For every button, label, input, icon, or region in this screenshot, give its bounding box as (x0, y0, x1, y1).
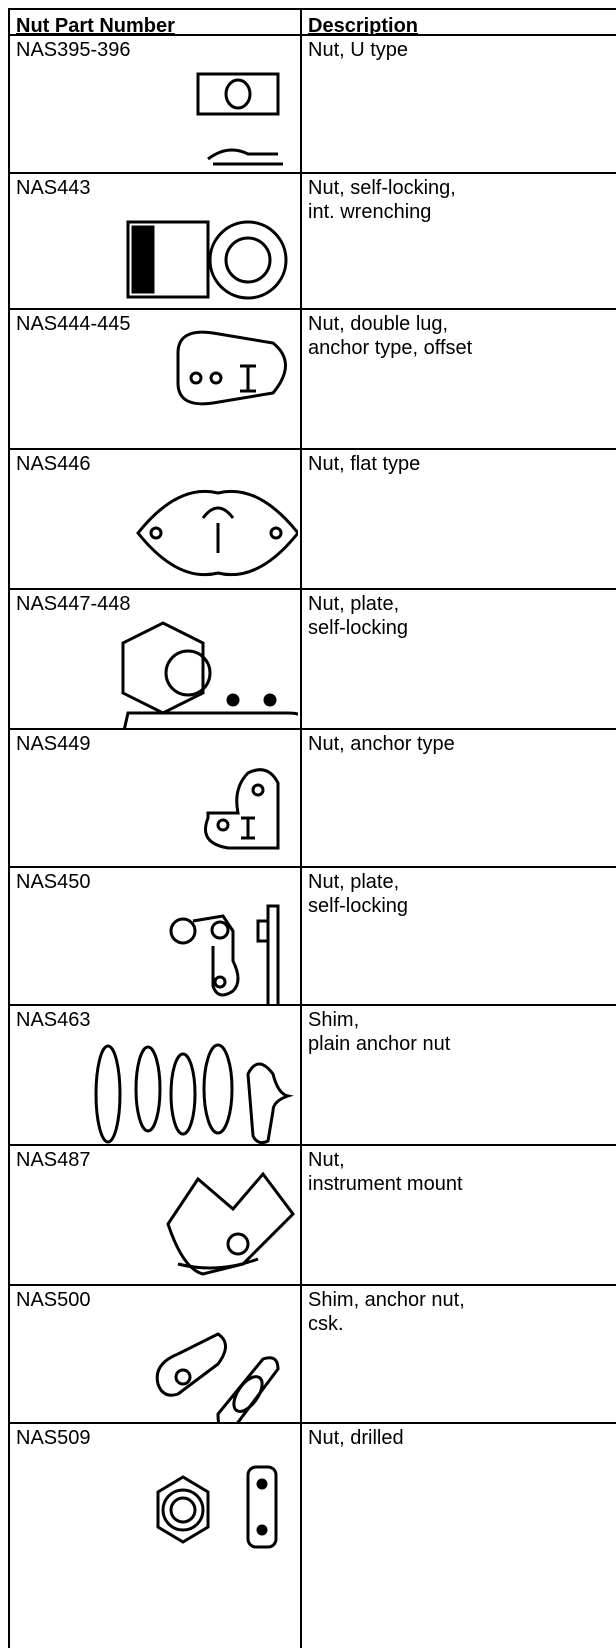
description-line: Nut, U type (308, 39, 409, 61)
part-illustration (196, 72, 283, 166)
description-line: Nut, self-locking, (308, 177, 456, 199)
description-line: Nut, (308, 1149, 345, 1171)
part-number: NAS447-448 (16, 593, 131, 615)
description-line: Nut, drilled (308, 1427, 404, 1449)
part-number-cell: NAS447-448 (8, 588, 300, 728)
part-number-cell: NAS500 (8, 1284, 300, 1422)
part-number: NAS395-396 (16, 39, 131, 61)
description-line: Shim, (308, 1009, 360, 1031)
part-illustration (136, 489, 298, 577)
header-cell: Description (300, 8, 616, 37)
part-number: NAS463 (16, 1009, 91, 1031)
part-illustration (166, 1171, 295, 1276)
description-cell: Shim, plain anchor nut (300, 1004, 616, 1144)
description-line: int. wrenching (308, 201, 432, 223)
description-line: Shim, anchor nut, (308, 1289, 465, 1311)
description-line: Nut, double lug, (308, 313, 449, 335)
part-illustration (126, 220, 288, 300)
part-number: NAS443 (16, 177, 91, 199)
part-illustration (155, 1332, 280, 1422)
description-line: anchor type, offset (308, 337, 473, 359)
part-number-cell: NAS443 (8, 172, 300, 308)
description-line: csk. (308, 1313, 344, 1335)
part-number: NAS449 (16, 733, 91, 755)
part-illustration (204, 768, 280, 850)
header-cell: Nut Part Number (8, 8, 300, 37)
description-line: self-locking (308, 617, 409, 639)
part-number: NAS487 (16, 1149, 91, 1171)
description-cell: Nut, U type (300, 34, 616, 172)
part-number-cell: NAS450 (8, 866, 300, 1004)
part-number-cell: NAS449 (8, 728, 300, 866)
description-line: Nut, anchor type (308, 733, 455, 755)
part-illustration (94, 1043, 294, 1144)
description-cell: Nut, double lug, anchor type, offset (300, 308, 616, 448)
part-number-cell: NAS395-396 (8, 34, 300, 172)
part-number: NAS446 (16, 453, 91, 475)
part-number: NAS444-445 (16, 313, 131, 335)
part-number-cell: NAS509 (8, 1422, 300, 1648)
part-illustration (156, 1465, 278, 1549)
part-illustration (169, 904, 280, 1004)
description-line: Nut, plate, (308, 593, 400, 615)
part-number: NAS509 (16, 1427, 91, 1449)
part-number-cell: NAS446 (8, 448, 300, 588)
description-line: plain anchor nut (308, 1033, 451, 1055)
description-cell: Nut, drilled (300, 1422, 616, 1648)
description-cell: Nut, anchor type (300, 728, 616, 866)
part-illustration (121, 621, 298, 728)
part-number-cell: NAS487 (8, 1144, 300, 1284)
description-line: self-locking (308, 895, 409, 917)
part-number-cell: NAS444-445 (8, 308, 300, 448)
description-cell: Nut, instrument mount (300, 1144, 616, 1284)
description-cell: Nut, flat type (300, 448, 616, 588)
description-cell: Nut, plate, self-locking (300, 866, 616, 1004)
part-number-cell: NAS463 (8, 1004, 300, 1144)
part-number: NAS450 (16, 871, 91, 893)
description-cell: Shim, anchor nut, csk. (300, 1284, 616, 1422)
description-line: Nut, plate, (308, 871, 400, 893)
description-line: Nut, flat type (308, 453, 421, 475)
description-cell: Nut, self-locking, int. wrenching (300, 172, 616, 308)
description-line: instrument mount (308, 1173, 463, 1195)
part-number: NAS500 (16, 1289, 91, 1311)
part-illustration (176, 330, 287, 406)
description-cell: Nut, plate, self-locking (300, 588, 616, 728)
